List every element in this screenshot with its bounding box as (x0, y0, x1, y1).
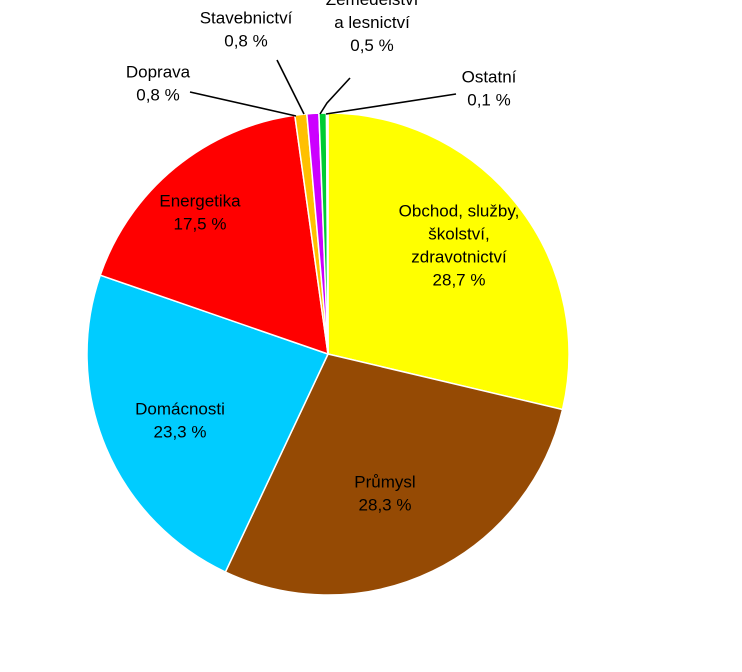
slice-value-1: 28,3 % (359, 496, 412, 515)
slice-value-6: 0,5 % (350, 36, 393, 55)
slice-label-2: Domácnosti 23,3 % (135, 400, 225, 442)
slice-category-6-0: Zemědělství (326, 0, 419, 9)
leader-lines (189, 59, 457, 117)
pie-slice-3 (99, 114, 329, 356)
leader-line-5 (276, 59, 305, 115)
slice-label-1: Průmysl 28,3 % (354, 473, 415, 515)
slice-category-1-0: Průmysl (354, 473, 415, 492)
slice-category-6-1: a lesnictví (334, 13, 410, 32)
slice-label-3: Energetika 17,5 % (159, 192, 241, 234)
leader-line-4 (189, 91, 297, 117)
slice-category-0-2: zdravotnictví (411, 248, 507, 267)
pie-slice-1 (224, 353, 564, 596)
slice-value-3: 17,5 % (174, 215, 227, 234)
leader-line-7 (325, 93, 457, 115)
pie-slices (86, 112, 570, 596)
slice-label-5: Stavebnictví 0,8 % (200, 9, 293, 51)
pie-slice-2 (86, 274, 330, 574)
slice-category-3-0: Energetika (159, 192, 241, 211)
slice-value-2: 23,3 % (154, 423, 207, 442)
slice-label-7: Ostatní 0,1 % (462, 68, 517, 110)
slice-value-5: 0,8 % (224, 32, 267, 51)
slice-value-4: 0,8 % (136, 86, 179, 105)
slice-label-6: Zemědělství a lesnictví 0,5 % (326, 0, 419, 55)
slice-category-2-0: Domácnosti (135, 400, 225, 419)
slice-labels: Obchod, služby, školství, zdravotnictví 28,… (126, 0, 519, 515)
slice-label-0: Obchod, služby, školství, zdravotnictví 28,… (399, 202, 520, 290)
slice-value-0: 28,7 % (433, 271, 486, 290)
slice-category-0-0: Obchod, služby, (399, 202, 520, 221)
slice-category-4-0: Doprava (126, 63, 191, 82)
slice-category-5-0: Stavebnictví (200, 9, 293, 28)
slice-value-7: 0,1 % (467, 91, 510, 110)
leader-line-6 (319, 77, 351, 115)
pie-slice-0 (327, 112, 570, 411)
slice-label-4: Doprava 0,8 % (126, 63, 191, 105)
slice-category-7-0: Ostatní (462, 68, 517, 87)
slice-category-0-1: školství, (428, 225, 489, 244)
